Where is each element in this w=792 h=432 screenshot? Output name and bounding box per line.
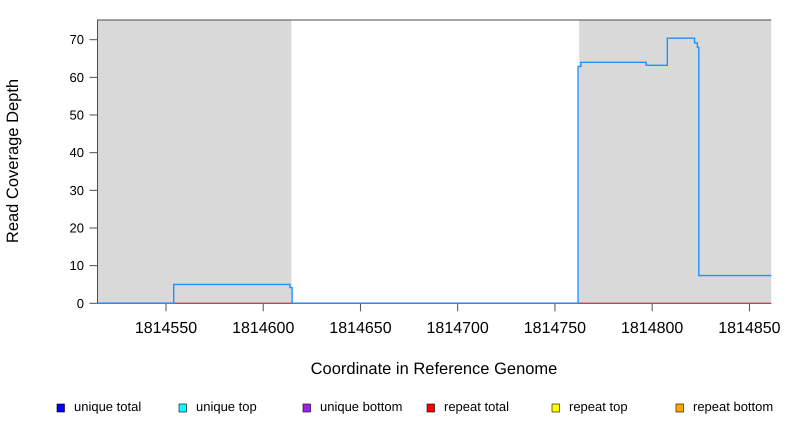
svg-text:10: 10 bbox=[70, 258, 84, 273]
svg-text:60: 60 bbox=[70, 70, 84, 85]
svg-text:repeat top: repeat top bbox=[569, 399, 628, 414]
svg-text:unique bottom: unique bottom bbox=[320, 399, 402, 414]
svg-text:Coordinate in Reference Genome: Coordinate in Reference Genome bbox=[311, 360, 558, 378]
svg-text:Read Coverage Depth: Read Coverage Depth bbox=[4, 79, 22, 243]
svg-text:40: 40 bbox=[70, 145, 84, 160]
svg-text:repeat total: repeat total bbox=[444, 399, 509, 414]
svg-text:unique total: unique total bbox=[74, 399, 141, 414]
svg-text:1814800: 1814800 bbox=[621, 320, 683, 337]
svg-text:20: 20 bbox=[70, 220, 84, 235]
svg-text:1814850: 1814850 bbox=[718, 320, 780, 337]
svg-text:50: 50 bbox=[70, 108, 84, 123]
svg-text:0: 0 bbox=[77, 296, 84, 311]
svg-text:repeat bottom: repeat bottom bbox=[693, 399, 773, 414]
svg-text:1814750: 1814750 bbox=[524, 320, 586, 337]
svg-text:1814550: 1814550 bbox=[135, 320, 197, 337]
svg-text:unique top: unique top bbox=[196, 399, 257, 414]
svg-text:1814700: 1814700 bbox=[427, 320, 489, 337]
svg-text:30: 30 bbox=[70, 183, 84, 198]
svg-text:1814650: 1814650 bbox=[329, 320, 391, 337]
svg-text:1814600: 1814600 bbox=[232, 320, 294, 337]
svg-text:70: 70 bbox=[70, 32, 84, 47]
